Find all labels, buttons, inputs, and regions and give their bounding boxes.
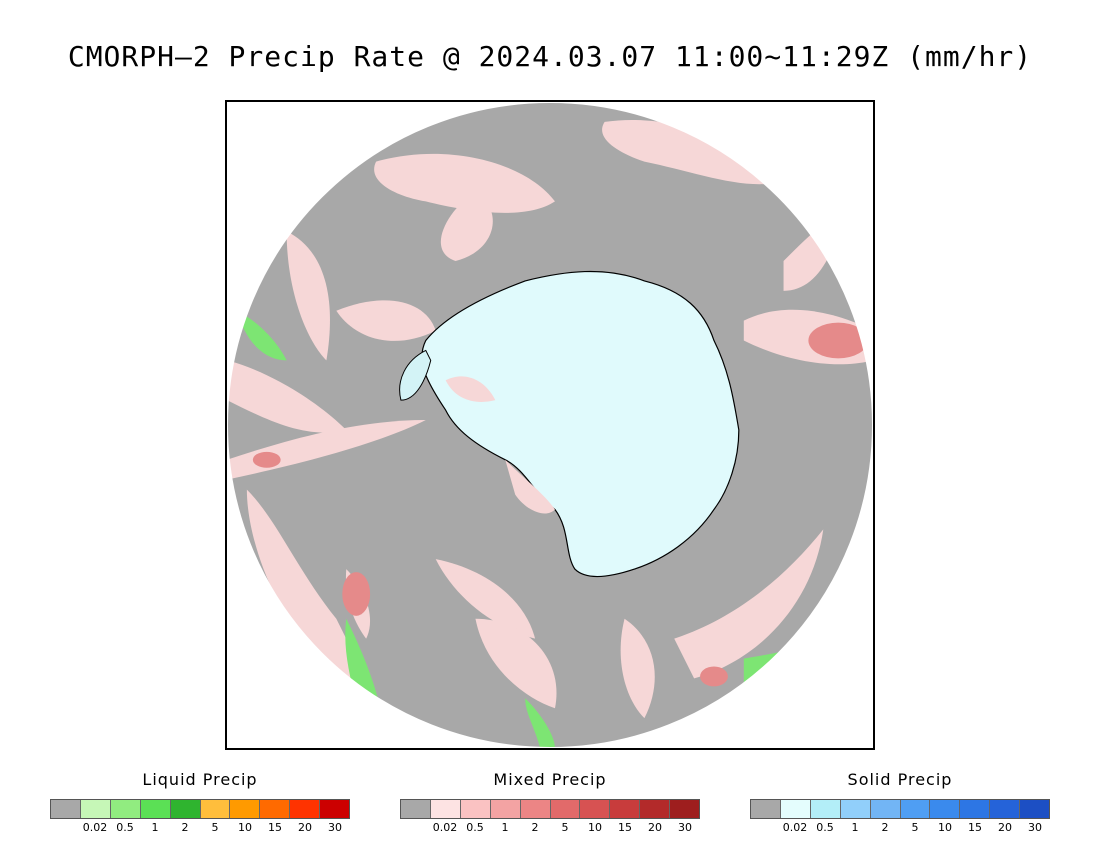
legend-swatch	[260, 800, 291, 818]
legend-title: Liquid Precip	[142, 770, 258, 789]
legend-swatch	[520, 800, 551, 818]
legend-swatch	[80, 800, 111, 818]
legend-swatch	[580, 800, 611, 818]
legend-swatch	[230, 800, 261, 818]
legend-title: Mixed Precip	[493, 770, 607, 789]
antarctica	[421, 270, 740, 578]
moderate-mixed-precip	[252, 322, 869, 687]
legend-tick-label: 2	[181, 821, 189, 834]
legend-tick-label: 10	[938, 821, 952, 834]
legend-ticks: 0.02 0.5 1 2 5 10 15 20 30	[50, 819, 350, 834]
legend-swatch	[320, 800, 350, 818]
legend-tick-label: 15	[968, 821, 982, 834]
legend-title: Solid Precip	[847, 770, 953, 789]
polar-precip-map	[227, 102, 873, 748]
legend-swatch	[640, 800, 671, 818]
legend-tick-label: 0.5	[116, 821, 134, 834]
legend-swatch	[490, 800, 521, 818]
legend-tick-label: 2	[881, 821, 889, 834]
legend-ticks: 0.02 0.5 1 2 5 10 15 20 30	[400, 819, 700, 834]
legend-tick-label: 20	[298, 821, 312, 834]
legend-tick-label: 1	[151, 821, 159, 834]
legend-tick-label: 0.02	[82, 821, 108, 834]
legend-tick-label: 30	[1028, 821, 1042, 834]
legend-tick-label: 30	[678, 821, 692, 834]
map-frame	[225, 100, 875, 750]
legend-swatch	[170, 800, 201, 818]
legend-swatch	[930, 800, 961, 818]
legend-tick-label: 0.5	[466, 821, 484, 834]
legend-colorbar	[50, 799, 350, 819]
legend-tick-label: 0.02	[782, 821, 808, 834]
legend-tick-label: 5	[911, 821, 919, 834]
legend-swatch	[840, 800, 871, 818]
legend-swatch	[990, 800, 1021, 818]
legend-tick-label: 5	[561, 821, 569, 834]
legend-swatch	[870, 800, 901, 818]
legend-swatch	[460, 800, 491, 818]
legend-swatch	[430, 800, 461, 818]
legend-swatch	[401, 800, 431, 818]
legend-tick-label: 5	[211, 821, 219, 834]
legend-swatch	[200, 800, 231, 818]
legend-tick-label: 1	[501, 821, 509, 834]
legend-tick-label: 30	[328, 821, 342, 834]
legend-swatch	[1020, 800, 1050, 818]
legend-solid: Solid Precip 0.02 0.5 1 2 5 10 15 20 30	[750, 770, 1050, 834]
legend-tick-label: 0.02	[432, 821, 458, 834]
legend-tick-label: 15	[268, 821, 282, 834]
legend-tick-label: 2	[531, 821, 539, 834]
legend-tick-label: 15	[618, 821, 632, 834]
legend-swatch	[140, 800, 171, 818]
legend-mixed: Mixed Precip 0.02 0.5 1 2 5 10 15 20 30	[400, 770, 700, 834]
legend-swatch	[550, 800, 581, 818]
legend-tick-label: 1	[851, 821, 859, 834]
legend-colorbar	[400, 799, 700, 819]
legend-swatch	[110, 800, 141, 818]
legend-swatch	[751, 800, 781, 818]
legend-tick-label: 0.5	[816, 821, 834, 834]
legend-tick-label: 10	[238, 821, 252, 834]
legend-swatch	[290, 800, 321, 818]
legend-colorbar	[750, 799, 1050, 819]
legend-ticks: 0.02 0.5 1 2 5 10 15 20 30	[750, 819, 1050, 834]
legend-swatch	[51, 800, 81, 818]
legend-swatch	[960, 800, 991, 818]
ross-sea-precip	[505, 459, 555, 514]
legend-liquid: Liquid Precip 0.02 0.5 1 2 5 10 15 20 30	[50, 770, 350, 834]
legend-tick-label: 20	[998, 821, 1012, 834]
legend-tick-label: 10	[588, 821, 602, 834]
map-title: CMORPH–2 Precip Rate @ 2024.03.07 11:00~…	[67, 40, 1033, 73]
legend-tick-label: 20	[648, 821, 662, 834]
legend-swatch	[610, 800, 641, 818]
legend-swatch	[900, 800, 931, 818]
legend-swatch	[780, 800, 811, 818]
antarctic-peninsula	[399, 349, 432, 401]
legend-swatch	[670, 800, 700, 818]
legend-swatch	[810, 800, 841, 818]
weddell-sea-precip	[445, 376, 496, 402]
